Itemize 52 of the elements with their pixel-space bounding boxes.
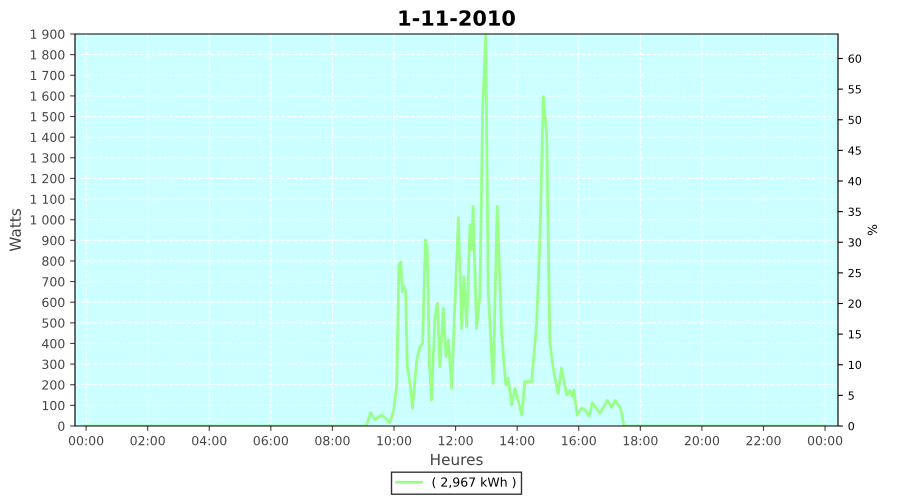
y-tick-label: 1 300 bbox=[30, 153, 64, 163]
y2-axis-title: % bbox=[868, 224, 878, 236]
y-tick-label: 200 bbox=[42, 380, 64, 390]
x-tick-label: 00:00 bbox=[808, 436, 842, 446]
y-tick-label: 1 200 bbox=[30, 174, 64, 184]
x-tick-label: 20:00 bbox=[684, 436, 720, 446]
y2-tick-label: 40 bbox=[848, 176, 862, 186]
y-tick-label: 1 900 bbox=[30, 29, 64, 39]
y2-tick-label: 0 bbox=[848, 422, 854, 430]
x-tick-label: 18:00 bbox=[624, 436, 658, 446]
y-tick-label: 700 bbox=[42, 277, 64, 287]
x-tick-label: 04:00 bbox=[192, 436, 226, 446]
line-series bbox=[84, 34, 826, 426]
x-tick-label: 12:00 bbox=[438, 436, 473, 446]
y-tick-label: 1 800 bbox=[30, 50, 64, 60]
x-tick-label: 14:00 bbox=[500, 436, 534, 446]
y-axis-title: Watts bbox=[10, 209, 21, 252]
y-tick-label: 1 600 bbox=[30, 91, 64, 101]
y2-tick-label: 5 bbox=[848, 391, 854, 400]
y2-tick-label: 35 bbox=[848, 208, 861, 216]
y-tick-label: 1 000 bbox=[30, 215, 64, 225]
y2-tick-label: 45 bbox=[848, 146, 861, 155]
x-tick-label: 02:00 bbox=[130, 436, 165, 446]
y2-tick-label: 10 bbox=[848, 360, 862, 370]
y-tick-label: 1 700 bbox=[30, 70, 64, 80]
x-tick-label: 10:00 bbox=[377, 436, 412, 446]
y2-tick-label: 50 bbox=[848, 116, 862, 124]
y-tick-label: 500 bbox=[42, 318, 64, 328]
y-tick-label: 1 500 bbox=[30, 112, 64, 122]
y-tick-label: 1 400 bbox=[30, 132, 64, 142]
chart-title: 1-11-2010 bbox=[399, 10, 515, 26]
y-tick-label: 900 bbox=[42, 236, 64, 246]
x-tick-label: 16:00 bbox=[562, 436, 596, 446]
legend-label: ( 2,967 kWh ) bbox=[432, 477, 516, 488]
y2-tick-label: 60 bbox=[848, 54, 862, 63]
x-tick-label: 00:00 bbox=[68, 436, 104, 446]
y2-tick-label: 15 bbox=[848, 330, 861, 339]
y2-tick-label: 55 bbox=[848, 85, 861, 94]
y2-tick-label: 30 bbox=[848, 238, 862, 247]
y2-tick-label: 25 bbox=[848, 268, 861, 278]
x-tick-label: 06:00 bbox=[254, 436, 288, 446]
y2-tick-label: 20 bbox=[848, 299, 862, 308]
y-tick-label: 0 bbox=[58, 421, 64, 431]
y-tick-label: 400 bbox=[42, 338, 64, 348]
x-tick-label: 22:00 bbox=[746, 436, 781, 446]
y-tick-label: 100 bbox=[42, 400, 64, 410]
y-tick-label: 1 100 bbox=[30, 194, 64, 204]
x-axis-title: Heures bbox=[431, 454, 483, 466]
y-tick-label: 800 bbox=[42, 256, 64, 266]
x-tick-label: 08:00 bbox=[315, 436, 350, 446]
y-tick-label: 600 bbox=[42, 298, 64, 308]
y-tick-label: 300 bbox=[42, 360, 64, 370]
